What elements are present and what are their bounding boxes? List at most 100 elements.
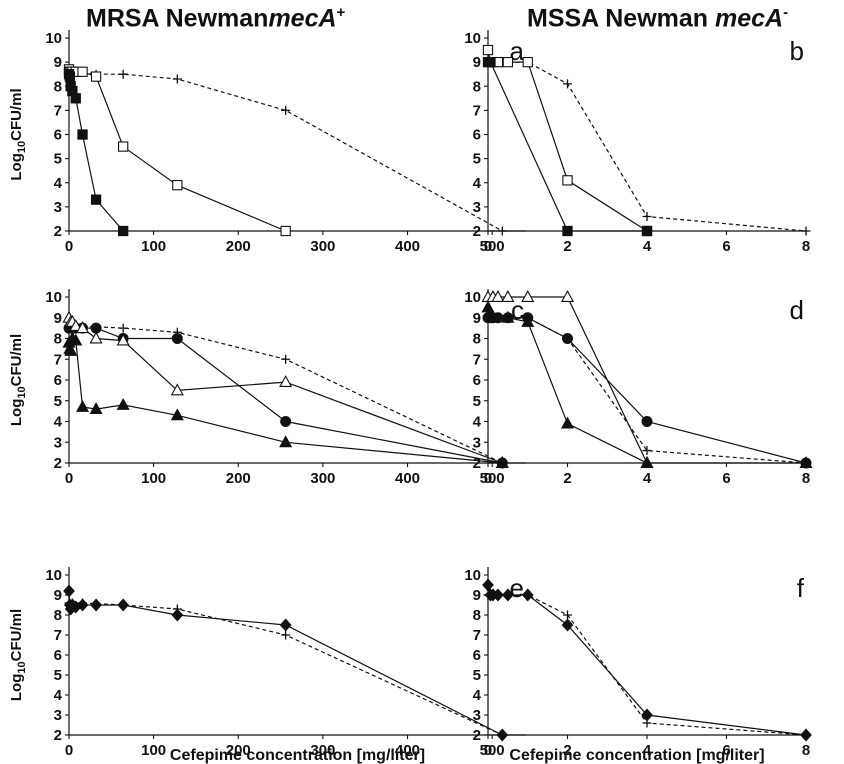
data-point-plus <box>563 79 572 89</box>
data-point-circle-filled <box>171 333 183 344</box>
x-axis-label: Cefepime concentration [mg/liter] <box>170 747 425 764</box>
x-tick-label: 0 <box>484 238 492 255</box>
column-title-mssa: MSSA Newman mecA- <box>527 4 789 33</box>
x-tick-label: 8 <box>802 470 810 487</box>
data-point-triangle-open <box>491 290 505 302</box>
x-tick-label: 200 <box>226 470 251 487</box>
panel-label: a <box>510 36 525 66</box>
data-point-triangle-open <box>89 331 103 344</box>
data-point-square-open <box>77 66 88 77</box>
data-point-diamond-filled <box>641 708 653 722</box>
y-tick-label: 5 <box>54 667 62 684</box>
y-tick-label: 9 <box>54 310 62 327</box>
x-tick-label: 8 <box>802 742 810 759</box>
y-tick-label: 6 <box>54 127 62 144</box>
data-point-plus <box>563 610 572 620</box>
y-tick-label: 4 <box>54 687 63 704</box>
x-tick-label: 4 <box>643 470 652 487</box>
data-point-diamond-filled <box>63 584 75 598</box>
y-tick-label: 5 <box>473 667 481 684</box>
data-point-triangle-filled <box>483 306 498 319</box>
x-tick-label: 8 <box>802 238 810 255</box>
data-point-triangle-open <box>560 290 575 302</box>
data-point-circle-filled <box>280 416 292 427</box>
x-tick-label: 100 <box>141 238 166 255</box>
data-point-diamond-filled <box>171 608 184 622</box>
data-point-triangle-filled <box>279 435 293 448</box>
x-tick-label: 2 <box>563 238 571 255</box>
y-tick-label: 8 <box>473 331 481 348</box>
y-tick-label: 3 <box>473 707 481 724</box>
data-point-square-open <box>502 56 514 68</box>
series-line-square-open <box>487 49 648 232</box>
y-tick-label: 10 <box>45 289 62 306</box>
y-tick-label: 3 <box>54 199 62 216</box>
y-tick-label: 8 <box>473 607 481 624</box>
data-point-plus <box>281 105 291 115</box>
x-tick-label: 0 <box>65 742 73 759</box>
y-tick-label: 7 <box>54 351 62 368</box>
data-point-square-open <box>562 175 573 186</box>
y-tick-label: 5 <box>473 393 481 410</box>
y-tick-label: 6 <box>473 127 481 144</box>
data-point-triangle-open <box>521 290 535 302</box>
data-point-plus <box>642 446 652 456</box>
data-point-square-filled <box>118 225 129 237</box>
y-tick-label: 8 <box>54 78 62 95</box>
y-tick-label: 4 <box>473 175 482 192</box>
y-tick-label: 10 <box>45 567 62 584</box>
data-point-diamond-filled <box>117 598 130 612</box>
data-point-square-filled <box>485 56 496 68</box>
y-tick-label: 5 <box>473 151 481 168</box>
data-point-triangle-filled <box>116 397 130 410</box>
x-tick-label: 300 <box>310 470 335 487</box>
data-point-plus <box>281 354 291 364</box>
data-point-square-open <box>118 141 129 152</box>
y-axis-label: Log10CFU/ml <box>8 609 28 701</box>
data-point-plus <box>118 69 128 79</box>
y-tick-label: 7 <box>473 627 481 644</box>
x-tick-label: 100 <box>141 742 166 759</box>
series-line-plus <box>488 317 807 464</box>
data-point-diamond-filled <box>76 598 89 612</box>
y-tick-label: 6 <box>473 647 481 664</box>
y-tick-label: 10 <box>45 30 62 47</box>
x-tick-label: 6 <box>722 742 730 759</box>
x-tick-label: 4 <box>643 742 652 759</box>
data-point-square-open <box>280 225 291 237</box>
y-tick-label: 2 <box>473 223 481 240</box>
x-tick-label: 0 <box>484 742 492 759</box>
y-tick-label: 6 <box>54 647 62 664</box>
data-point-triangle-filled <box>501 310 515 323</box>
x-tick-label: 6 <box>722 238 730 255</box>
data-point-triangle-filled <box>799 456 813 468</box>
data-point-square-filled <box>641 225 653 237</box>
y-tick-label: 8 <box>54 607 62 624</box>
data-point-triangle-filled <box>560 416 575 429</box>
x-tick-label: 2 <box>563 742 571 759</box>
y-tick-label: 2 <box>54 727 62 744</box>
panel-label: d <box>790 295 804 325</box>
x-tick-label: 0 <box>65 238 73 255</box>
data-point-diamond-filled <box>521 588 534 602</box>
data-point-square-open <box>172 180 183 191</box>
y-tick-label: 7 <box>473 102 481 119</box>
x-tick-label: 300 <box>310 238 335 255</box>
x-tick-label: 500 <box>480 742 505 759</box>
x-tick-label: 0 <box>65 470 73 487</box>
data-point-circle-filled <box>562 333 573 344</box>
y-axis-label: Log10CFU/ml <box>8 334 28 426</box>
data-point-triangle-filled <box>170 408 184 421</box>
data-point-square-filled <box>90 194 102 205</box>
data-point-diamond-filled <box>482 578 494 592</box>
data-point-diamond-filled <box>279 618 292 632</box>
y-tick-label: 8 <box>473 78 481 95</box>
data-point-diamond-filled <box>90 598 102 612</box>
y-tick-label: 3 <box>54 707 62 724</box>
data-point-diamond-filled <box>492 588 504 602</box>
data-point-square-filled <box>77 129 88 140</box>
data-point-triangle-filled <box>76 400 90 412</box>
